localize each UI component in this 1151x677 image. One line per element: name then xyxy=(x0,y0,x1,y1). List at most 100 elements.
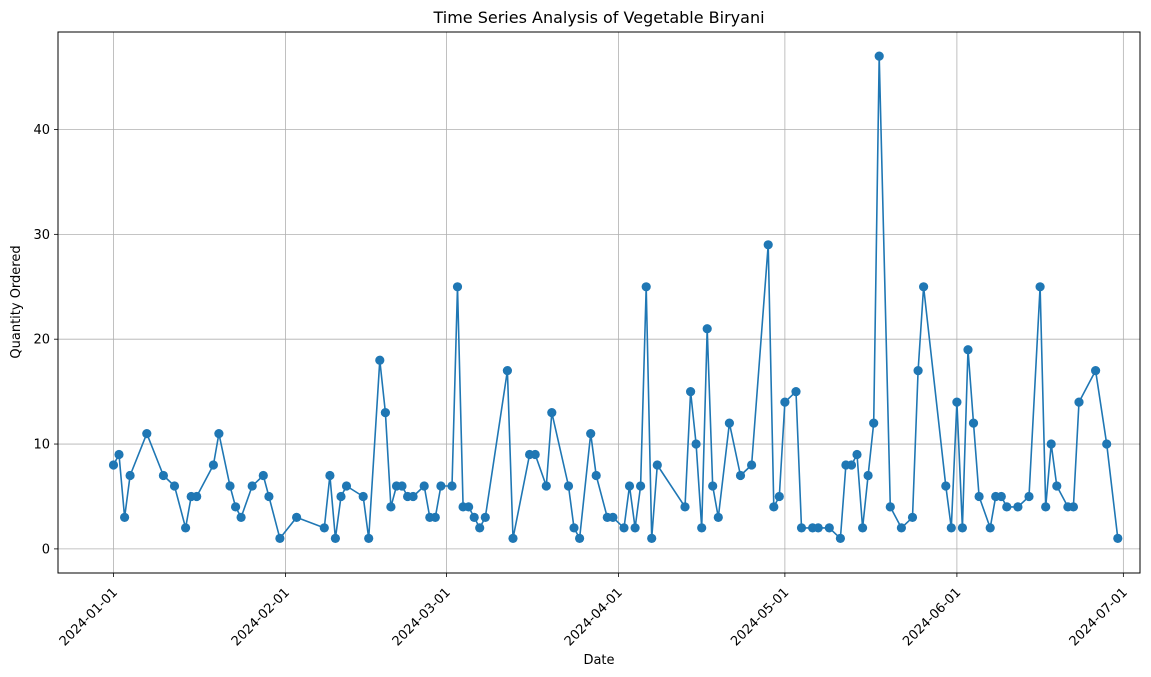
data-point xyxy=(1046,439,1056,449)
data-point xyxy=(508,533,518,544)
data-point xyxy=(108,460,119,470)
data-point xyxy=(330,533,340,544)
data-point xyxy=(985,523,995,533)
data-point xyxy=(225,481,235,491)
data-point xyxy=(336,491,346,502)
data-point xyxy=(480,512,490,523)
data-point xyxy=(408,491,418,502)
data-point xyxy=(1024,491,1034,502)
data-point xyxy=(125,470,135,481)
data-point xyxy=(397,481,407,491)
data-point xyxy=(852,449,862,460)
data-point xyxy=(824,523,834,533)
x-tick-label: 2024-05-01 xyxy=(728,585,792,649)
data-point xyxy=(907,512,918,523)
data-point xyxy=(325,470,335,481)
data-point xyxy=(1068,502,1078,512)
data-point xyxy=(735,470,746,481)
data-point xyxy=(680,502,690,512)
data-point xyxy=(835,533,846,544)
data-point xyxy=(869,418,879,428)
data-point xyxy=(858,523,868,533)
grid-lines xyxy=(58,32,1140,573)
data-point xyxy=(863,470,873,481)
data-point xyxy=(1102,439,1112,449)
data-point xyxy=(530,449,540,460)
series-layer xyxy=(108,51,1123,544)
data-point xyxy=(452,282,463,292)
data-point xyxy=(364,533,374,544)
data-point xyxy=(475,523,485,533)
data-point xyxy=(591,470,601,481)
data-point xyxy=(630,523,640,533)
data-point xyxy=(231,502,241,512)
data-point xyxy=(1074,397,1084,407)
data-point xyxy=(846,460,857,470)
x-tick-label: 2024-03-01 xyxy=(390,585,454,649)
data-point xyxy=(708,481,718,491)
data-point xyxy=(114,449,124,460)
data-point xyxy=(691,439,701,449)
data-point xyxy=(780,397,790,407)
data-point xyxy=(569,523,579,533)
data-point xyxy=(636,481,646,491)
data-point xyxy=(158,470,168,481)
x-tick-label: 2024-01-01 xyxy=(57,585,121,649)
data-point xyxy=(358,491,368,502)
data-point xyxy=(885,502,895,512)
data-point xyxy=(941,481,951,491)
data-point xyxy=(436,481,446,491)
x-tick-label: 2024-06-01 xyxy=(900,585,964,649)
data-point xyxy=(763,240,773,250)
data-point xyxy=(1013,502,1023,512)
data-point xyxy=(913,366,923,376)
chart-title: Time Series Analysis of Vegetable Biryan… xyxy=(432,8,764,27)
data-point xyxy=(236,512,246,523)
y-axis: 0 10 20 30 40 xyxy=(33,123,58,557)
data-point xyxy=(181,523,191,533)
data-point xyxy=(791,387,801,397)
data-point xyxy=(341,481,352,491)
data-point xyxy=(724,418,735,428)
data-point xyxy=(547,408,557,418)
data-point xyxy=(575,533,585,544)
y-tick-label: 30 xyxy=(33,228,50,243)
data-point xyxy=(946,523,956,533)
data-point xyxy=(1091,366,1101,376)
data-point xyxy=(796,523,807,533)
data-point xyxy=(1113,533,1123,544)
x-tick-label: 2024-07-01 xyxy=(1067,585,1131,649)
data-point xyxy=(1035,282,1045,292)
data-point xyxy=(292,512,302,523)
data-point xyxy=(747,460,757,470)
data-point xyxy=(686,387,696,397)
data-point xyxy=(419,481,429,491)
data-point xyxy=(641,282,651,292)
data-point xyxy=(208,460,218,470)
y-tick-label: 20 xyxy=(33,333,50,348)
data-point xyxy=(968,418,979,428)
data-point xyxy=(774,491,784,502)
data-point xyxy=(619,523,629,533)
data-point xyxy=(697,523,707,533)
data-point xyxy=(996,491,1006,502)
data-point xyxy=(214,429,224,439)
data-point xyxy=(142,429,152,439)
data-point xyxy=(586,429,596,439)
data-point xyxy=(447,481,457,491)
data-point xyxy=(375,355,385,365)
data-point xyxy=(874,51,884,61)
y-tick-label: 40 xyxy=(33,123,50,138)
data-point xyxy=(502,366,512,376)
data-point xyxy=(974,491,984,502)
data-point xyxy=(769,502,779,512)
data-point xyxy=(430,512,440,523)
data-point xyxy=(563,481,574,491)
data-point xyxy=(896,523,907,533)
data-point xyxy=(275,533,285,544)
data-point xyxy=(1041,502,1051,512)
data-point xyxy=(652,460,662,470)
x-tick-label: 2024-02-01 xyxy=(229,585,293,649)
data-point xyxy=(647,533,657,544)
